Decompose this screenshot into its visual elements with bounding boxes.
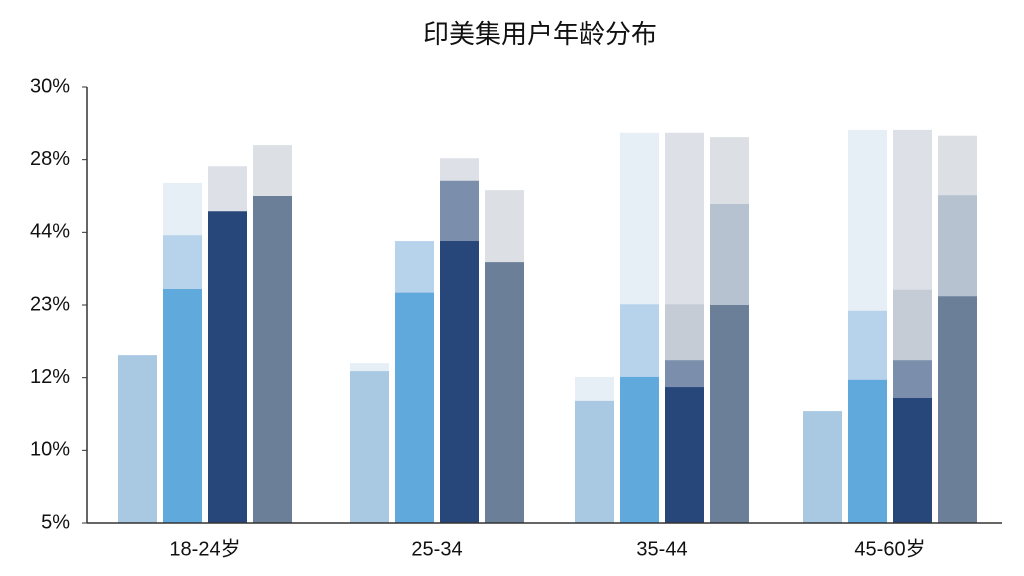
x-tick-label: 35-44 <box>636 538 687 560</box>
x-tick-label: 45-60岁 <box>854 537 925 560</box>
y-tick-label: 23% <box>30 293 70 315</box>
bar <box>620 376 659 523</box>
bar <box>440 241 479 523</box>
x-tick-label: 18-24岁 <box>169 537 240 560</box>
bar <box>938 296 977 523</box>
bar <box>710 305 749 523</box>
bar <box>350 371 389 523</box>
y-tick-label: 30% <box>30 75 70 97</box>
bar <box>395 292 434 523</box>
bar <box>253 196 292 523</box>
bar <box>485 262 524 523</box>
y-tick-label: 44% <box>30 221 70 243</box>
bar <box>803 411 842 523</box>
y-tick-label: 28% <box>30 148 70 170</box>
y-tick-label: 5% <box>41 511 70 533</box>
bars <box>118 129 977 524</box>
bar <box>163 289 202 523</box>
chart-title: 印美集用户年龄分布 <box>423 19 657 49</box>
y-tick-label: 10% <box>30 439 70 461</box>
x-tick-label: 25-34 <box>411 538 462 560</box>
bar <box>665 387 704 523</box>
bar <box>208 211 247 523</box>
y-tick-label: 12% <box>30 366 70 388</box>
bar <box>575 400 614 523</box>
bar <box>893 398 932 523</box>
bar <box>848 379 887 523</box>
bar <box>118 355 157 523</box>
